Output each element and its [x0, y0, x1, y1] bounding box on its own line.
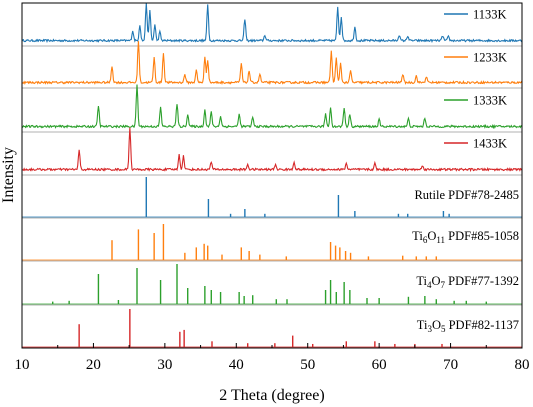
pattern-line — [21, 3, 523, 43]
series-4: 1433K — [21, 127, 523, 176]
reference-label: Ti4O7 PDF#77-1392 — [416, 274, 519, 290]
reference-label: Ti3O5 PDF#82-1137 — [417, 318, 519, 334]
x-axis: 10 20 30 40 50 60 70 80 — [15, 343, 530, 373]
x-tick-label: 40 — [229, 357, 244, 373]
series-5: Rutile PDF#78-2485 — [22, 177, 522, 219]
series-6: Ti6O11 PDF#85-1058 — [22, 224, 522, 262]
pattern-line — [21, 41, 523, 86]
series-2: 1233K — [21, 41, 523, 89]
series-3: 1333K — [21, 84, 523, 133]
panels: 1133K 1233K 1333K 1433K Rutile PDF#78-2485 Ti… — [21, 3, 523, 348]
x-tick-label: 60 — [372, 357, 387, 373]
reference-label: Ti6O11 PDF#85-1058 — [412, 229, 519, 245]
x-tick-label: 80 — [515, 357, 530, 373]
series-8: Ti3O5 PDF#82-1137 — [22, 309, 522, 348]
reference-label: Rutile PDF#78-2485 — [414, 188, 519, 202]
legend-label: 1133K — [473, 8, 507, 22]
x-tick-label: 30 — [157, 357, 172, 373]
plot-frame — [21, 2, 523, 349]
series-1: 1133K — [21, 3, 523, 47]
legend-label: 1333K — [473, 94, 507, 108]
pattern-line — [21, 84, 523, 130]
legend-label: 1233K — [473, 51, 507, 65]
y-axis-title: Intensity — [0, 147, 17, 203]
x-tick-label: 10 — [15, 357, 30, 373]
legend-label: 1433K — [473, 137, 507, 151]
series-7: Ti4O7 PDF#77-1392 — [22, 264, 522, 306]
x-tick-label: 20 — [86, 357, 101, 373]
x-tick-label: 50 — [300, 357, 315, 373]
x-axis-title: 2 Theta (degree) — [219, 387, 324, 404]
pattern-line — [21, 127, 523, 173]
x-tick-label: 70 — [443, 357, 458, 373]
